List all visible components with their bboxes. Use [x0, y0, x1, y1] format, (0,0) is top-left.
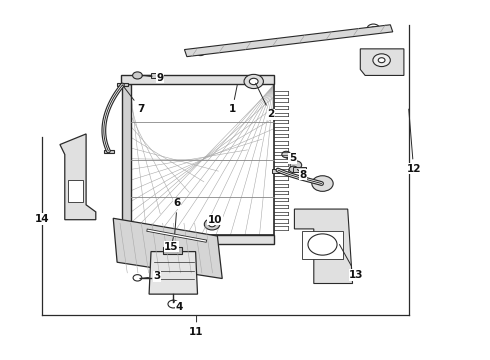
Circle shape	[312, 176, 333, 192]
Circle shape	[378, 58, 385, 63]
Text: 9: 9	[144, 73, 164, 83]
Text: 8: 8	[297, 169, 307, 180]
Text: 15: 15	[164, 238, 179, 252]
Polygon shape	[68, 180, 83, 202]
Circle shape	[367, 24, 380, 33]
Polygon shape	[113, 218, 222, 279]
Text: 5: 5	[289, 153, 296, 163]
Circle shape	[308, 234, 337, 255]
Polygon shape	[60, 134, 96, 220]
Bar	[103, 149, 114, 153]
Text: 3: 3	[140, 271, 160, 282]
Text: 12: 12	[406, 109, 421, 174]
Text: 6: 6	[173, 198, 181, 234]
Text: 13: 13	[340, 244, 364, 280]
Bar	[163, 247, 182, 254]
Bar	[150, 73, 161, 77]
Bar	[117, 83, 128, 86]
Bar	[122, 84, 131, 235]
Circle shape	[290, 161, 302, 169]
Circle shape	[289, 166, 298, 172]
Circle shape	[168, 300, 179, 308]
Bar	[122, 235, 274, 244]
Circle shape	[282, 151, 291, 158]
Circle shape	[196, 49, 205, 55]
Text: 7: 7	[122, 85, 145, 114]
Circle shape	[373, 54, 391, 67]
Circle shape	[371, 27, 376, 31]
Bar	[131, 84, 274, 235]
Circle shape	[209, 222, 216, 227]
Circle shape	[249, 78, 258, 85]
Bar	[294, 167, 306, 172]
Circle shape	[133, 72, 142, 79]
Polygon shape	[302, 231, 343, 259]
Circle shape	[244, 75, 264, 89]
Text: 10: 10	[208, 215, 222, 225]
Text: 11: 11	[189, 315, 204, 337]
Polygon shape	[360, 49, 404, 76]
Circle shape	[204, 219, 220, 230]
Polygon shape	[184, 25, 393, 57]
Text: 2: 2	[256, 83, 274, 120]
Circle shape	[133, 275, 142, 281]
Bar	[272, 168, 281, 173]
Text: 14: 14	[35, 203, 50, 224]
Polygon shape	[149, 252, 197, 294]
Bar	[122, 76, 274, 84]
Text: 4: 4	[173, 300, 183, 311]
Polygon shape	[294, 209, 352, 283]
Text: 1: 1	[229, 85, 237, 114]
